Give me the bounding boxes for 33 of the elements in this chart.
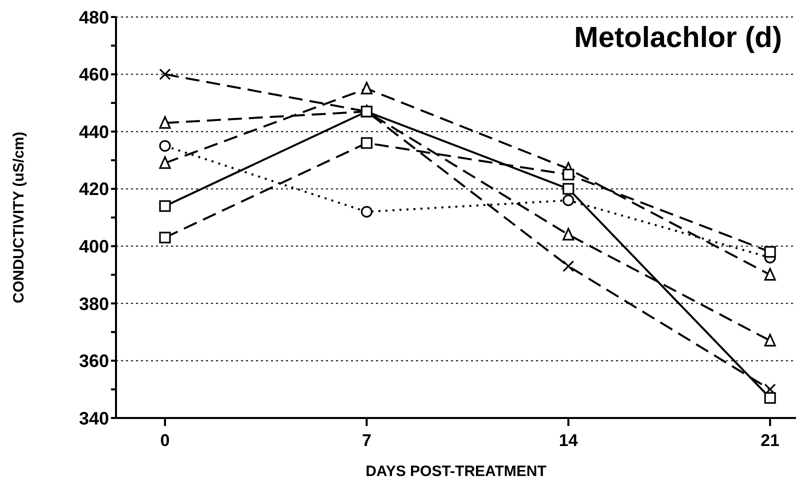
x-tick-label: 14	[558, 431, 578, 450]
y-axis-title: CONDUCTIVITY (uS/cm)	[10, 132, 28, 304]
y-tick-label: 420	[78, 179, 109, 200]
x-tick-label: 0	[160, 431, 170, 450]
y-tick-label: 440	[78, 122, 109, 142]
point	[159, 156, 171, 169]
chart-title: Metolachlor (d)	[574, 22, 782, 55]
point	[764, 392, 776, 404]
x-tick-label: 7	[362, 431, 372, 450]
x-tick-label: 21	[760, 431, 780, 450]
point	[360, 82, 372, 94]
point	[562, 228, 574, 240]
point	[562, 260, 574, 272]
point	[360, 137, 372, 149]
point	[562, 194, 574, 206]
point	[159, 140, 171, 152]
point	[562, 168, 574, 180]
y-tick-label: 460	[78, 64, 109, 85]
y-tick-label: 360	[78, 351, 109, 372]
y-tick-label: 400	[78, 236, 109, 257]
y-tick-label: 480	[78, 7, 109, 28]
point	[159, 116, 171, 129]
x-axis-title: DAYS POST-TREATMENT	[366, 463, 546, 480]
y-tick-label: 340	[78, 408, 109, 428]
point	[764, 334, 776, 346]
y-tick-label: 380	[78, 294, 109, 314]
point	[159, 68, 171, 80]
point	[159, 232, 171, 244]
point	[764, 246, 776, 258]
point	[360, 206, 372, 218]
point	[764, 268, 776, 281]
point	[562, 183, 574, 195]
point	[159, 200, 171, 212]
